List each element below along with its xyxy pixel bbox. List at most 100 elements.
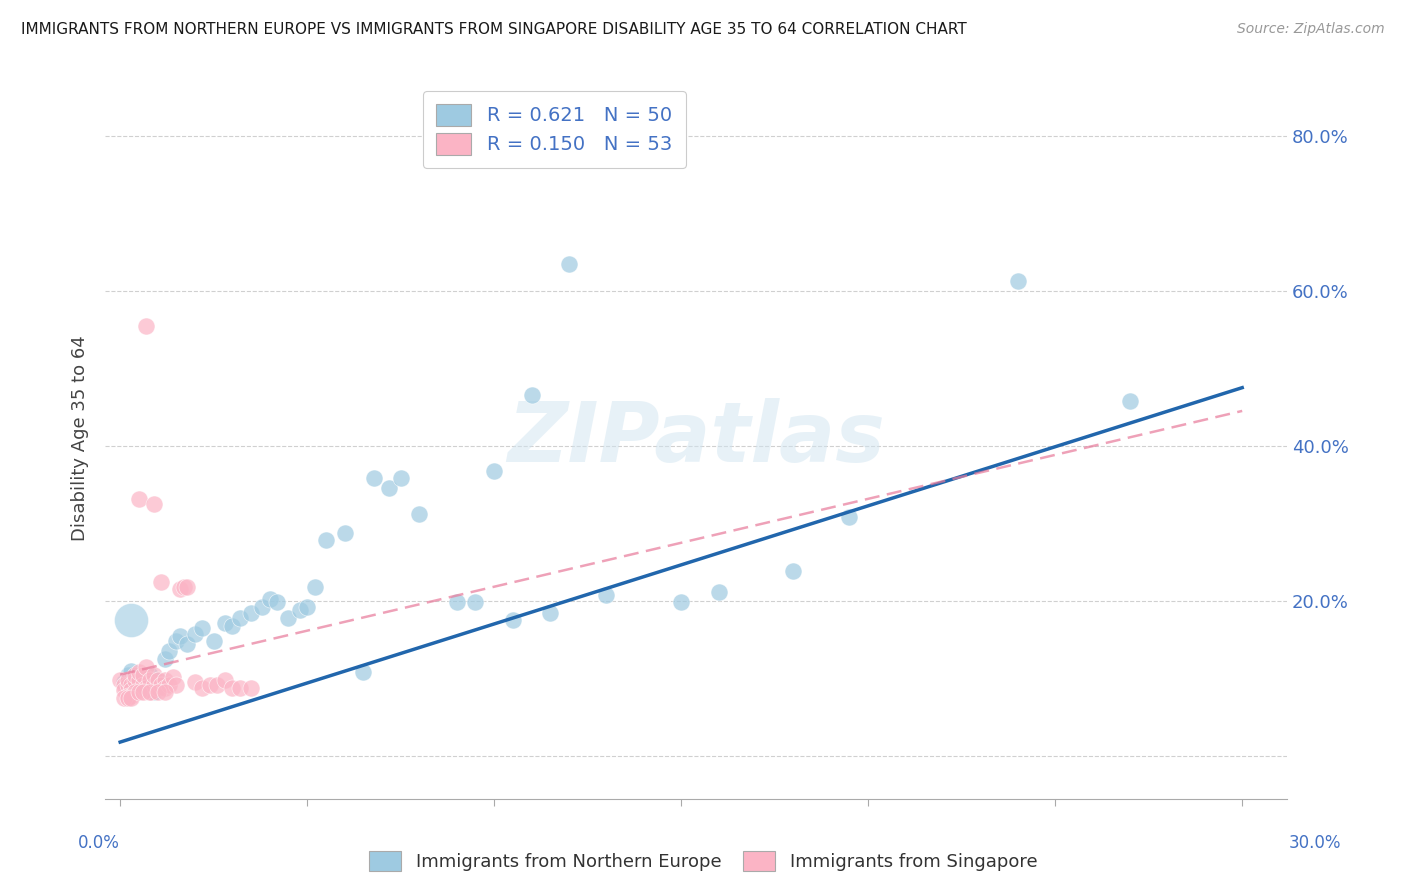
Point (153, 673, 176, 687)
Point (120, 678, 142, 692)
Point (146, 681, 169, 695)
Point (117, 690, 139, 705)
Text: 0.0%: 0.0% (77, 834, 120, 852)
Point (295, 600, 318, 615)
Point (142, 497, 165, 511)
Point (259, 592, 281, 607)
Point (120, 689, 142, 703)
Point (124, 673, 146, 687)
Point (482, 464, 505, 478)
Point (389, 471, 412, 485)
Point (112, 678, 135, 692)
Point (315, 533, 337, 548)
Point (165, 678, 187, 692)
Point (135, 660, 157, 674)
Point (120, 690, 142, 705)
Point (146, 673, 169, 687)
Point (669, 595, 692, 609)
Point (363, 471, 385, 485)
Point (1119, 393, 1142, 408)
Point (191, 681, 214, 695)
Point (117, 667, 139, 681)
Point (153, 681, 176, 695)
Point (139, 673, 162, 687)
Point (108, 673, 131, 687)
Point (538, 606, 561, 620)
Legend: Immigrants from Northern Europe, Immigrants from Singapore: Immigrants from Northern Europe, Immigra… (361, 844, 1045, 879)
Point (202, 634, 225, 648)
Point (139, 685, 162, 699)
Point (595, 588, 617, 602)
Point (229, 611, 252, 625)
Point (150, 574, 173, 589)
Point (135, 681, 157, 695)
Point (184, 626, 207, 640)
Point (288, 603, 311, 617)
Point (153, 685, 176, 699)
Point (124, 685, 146, 699)
Point (128, 672, 150, 686)
Point (117, 678, 139, 692)
Text: IMMIGRANTS FROM NORTHERN EUROPE VS IMMIGRANTS FROM SINGAPORE DISABILITY AGE 35 T: IMMIGRANTS FROM NORTHERN EUROPE VS IMMIG… (21, 22, 967, 37)
Point (838, 510, 860, 524)
Point (502, 613, 524, 627)
Point (146, 685, 169, 699)
Point (139, 685, 162, 699)
Point (214, 673, 236, 687)
Point (131, 678, 153, 692)
Point (165, 634, 187, 648)
Point (139, 667, 162, 681)
Legend: R = 0.621   N = 50, R = 0.150   N = 53: R = 0.621 N = 50, R = 0.150 N = 53 (423, 91, 686, 169)
Point (446, 595, 468, 609)
Point (150, 678, 173, 692)
Point (240, 681, 263, 695)
Point (221, 619, 243, 633)
Point (408, 507, 430, 521)
Point (128, 665, 150, 680)
Point (131, 667, 153, 681)
Point (128, 491, 150, 506)
Point (112, 675, 135, 690)
Point (146, 673, 169, 687)
Point (198, 678, 221, 692)
Point (131, 685, 153, 699)
Point (207, 678, 229, 692)
Point (124, 667, 146, 681)
Point (117, 689, 139, 703)
Point (128, 673, 150, 687)
Point (128, 685, 150, 699)
Point (162, 670, 184, 684)
Point (214, 615, 236, 630)
Point (169, 629, 191, 643)
Point (191, 621, 214, 635)
Y-axis label: Disability Age 35 to 64: Disability Age 35 to 64 (72, 335, 89, 541)
Point (221, 681, 243, 695)
Point (131, 673, 153, 687)
Point (277, 611, 299, 625)
Point (1007, 274, 1029, 288)
Text: 30.0%: 30.0% (1288, 834, 1341, 852)
Point (782, 565, 804, 579)
Point (135, 681, 157, 695)
Point (124, 675, 146, 690)
Point (304, 580, 326, 594)
Point (112, 690, 135, 705)
Point (558, 256, 581, 270)
Point (120, 613, 142, 627)
Point (520, 388, 543, 402)
Point (169, 582, 191, 597)
Point (252, 600, 274, 615)
Point (117, 673, 139, 687)
Point (229, 681, 252, 695)
Point (240, 606, 263, 620)
Point (184, 675, 207, 690)
Point (266, 595, 288, 609)
Point (142, 678, 165, 692)
Point (352, 665, 374, 680)
Point (157, 644, 180, 658)
Point (112, 683, 135, 698)
Point (378, 482, 401, 496)
Point (333, 525, 356, 540)
Point (153, 652, 176, 666)
Point (142, 685, 165, 699)
